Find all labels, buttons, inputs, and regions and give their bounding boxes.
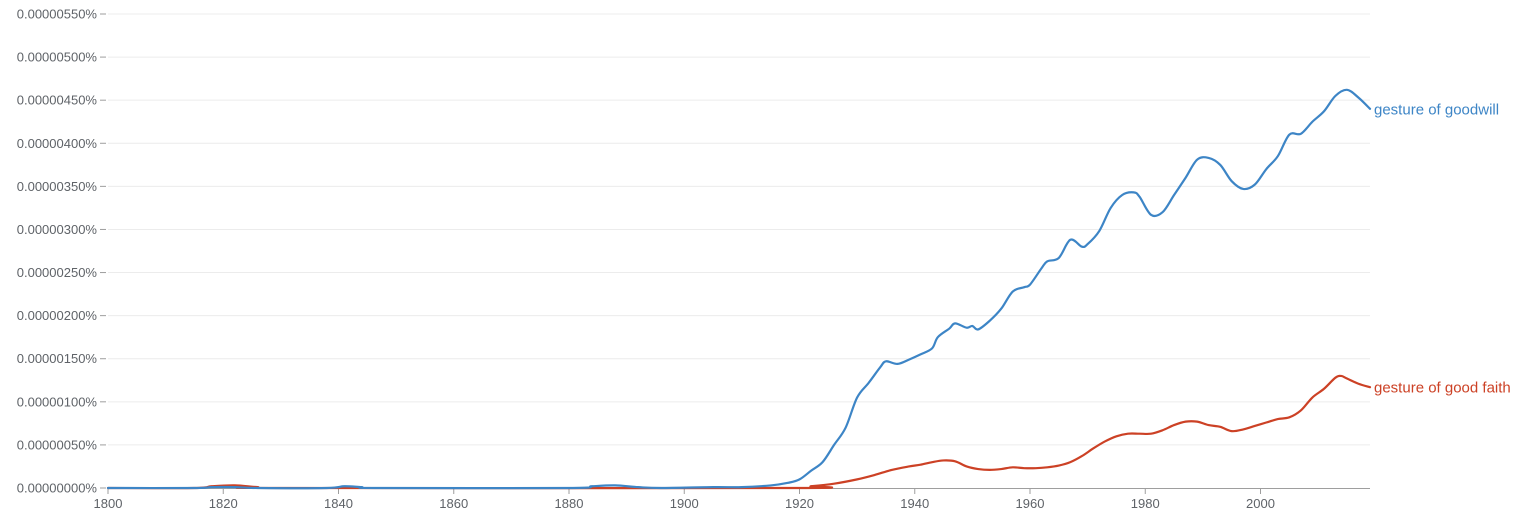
x-tick-label: 1900 bbox=[670, 496, 699, 511]
y-tick-label: 0.00000350% bbox=[17, 179, 98, 194]
y-tick-label: 0.00000150% bbox=[17, 351, 98, 366]
x-tick-label: 1960 bbox=[1016, 496, 1045, 511]
series-lines bbox=[106, 88, 1372, 490]
series-labels: gesture of goodwill gesture of good faith bbox=[1374, 101, 1511, 396]
y-tick-label: 0.00000200% bbox=[17, 308, 98, 323]
x-tick-label: 2000 bbox=[1246, 496, 1275, 511]
series-label-gesture-of-good-faith: gesture of good faith bbox=[1374, 380, 1511, 397]
series-line-gesture-of-goodwill[interactable] bbox=[106, 88, 1372, 490]
y-tick-label: 0.00000450% bbox=[17, 93, 98, 108]
series-line-gesture-of-good-faith[interactable] bbox=[106, 374, 1372, 490]
y-tick-label: 0.00000250% bbox=[17, 265, 98, 280]
y-tick-label: 0.00000400% bbox=[17, 136, 98, 151]
y-tick-label: 0.00000000% bbox=[17, 481, 98, 496]
x-tick-label: 1840 bbox=[324, 496, 353, 511]
series-label-gesture-of-goodwill: gesture of goodwill bbox=[1374, 101, 1499, 118]
y-tick-label: 0.00000050% bbox=[17, 437, 98, 452]
x-tick-label: 1800 bbox=[94, 496, 123, 511]
y-tick-label: 0.00000300% bbox=[17, 222, 98, 237]
x-tick-label: 1940 bbox=[900, 496, 929, 511]
y-tick-label: 0.00000500% bbox=[17, 50, 98, 65]
axes: 0.00000000% 0.00000050% 0.00000100% 0.00000… bbox=[17, 7, 1370, 511]
x-tick-label: 1820 bbox=[209, 496, 238, 511]
x-tick-label: 1920 bbox=[785, 496, 814, 511]
y-tick-label: 0.00000550% bbox=[17, 7, 98, 22]
x-tick-label: 1880 bbox=[555, 496, 584, 511]
y-tick-label: 0.00000100% bbox=[17, 394, 98, 409]
gridlines bbox=[108, 13, 1370, 446]
x-tick-label: 1980 bbox=[1131, 496, 1160, 511]
x-tick-label: 1860 bbox=[439, 496, 468, 511]
